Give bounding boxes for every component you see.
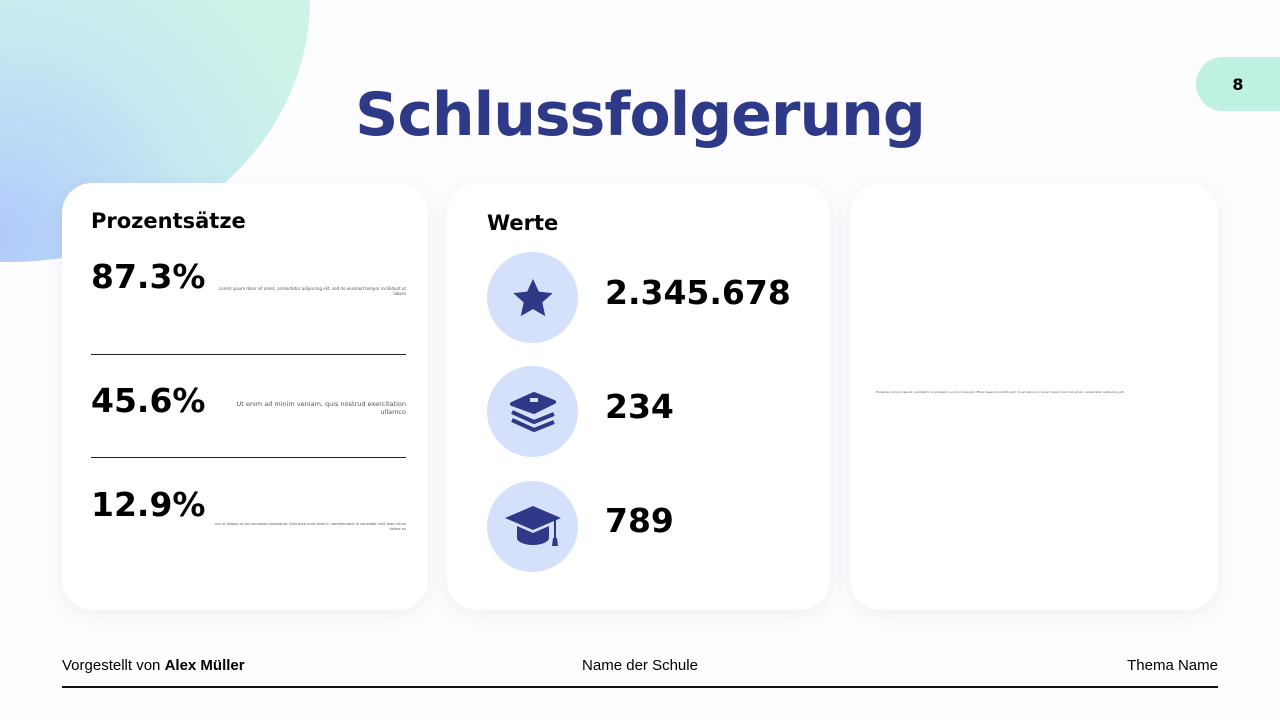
page-title: Schlussfolgerung (355, 80, 926, 150)
divider (91, 354, 406, 355)
percentage-value: 87.3% (91, 257, 206, 296)
divider (91, 457, 406, 458)
percentages-card: Prozentsätze 87.3% Lorem ipsum dolor sit… (62, 183, 428, 610)
panel-text: Excepteur sint occaecat cupidatat non pr… (876, 390, 1125, 394)
text-card: Excepteur sint occaecat cupidatat non pr… (850, 183, 1218, 610)
percentages-heading: Prozentsätze (91, 209, 246, 233)
graduation-cap-icon (504, 505, 561, 546)
school-name: Name der Schule (582, 657, 698, 674)
topic-name: Thema Name (1127, 657, 1218, 674)
books-icon-circle (487, 366, 578, 457)
presented-by-prefix: Vorgestellt von (62, 657, 165, 674)
star-icon-circle (487, 252, 578, 343)
footer-divider (62, 686, 1218, 688)
star-icon (512, 278, 553, 316)
percentage-description: nisi ut aliquip ex ea commodo consequat.… (214, 522, 406, 531)
value-number: 2.345.678 (605, 273, 791, 312)
books-icon (509, 391, 556, 432)
values-card: Werte 2.345.678 234 789 (447, 183, 830, 610)
page-number: 8 (1196, 57, 1280, 111)
value-number: 789 (605, 501, 674, 540)
presenter-name: Alex Müller (164, 657, 245, 674)
values-heading: Werte (487, 211, 559, 235)
graduation-cap-icon-circle (487, 481, 578, 572)
value-number: 234 (605, 387, 674, 426)
presenter-label: Vorgestellt von Alex Müller (62, 657, 245, 674)
percentage-value: 12.9% (91, 485, 206, 524)
percentage-value: 45.6% (91, 381, 206, 420)
percentage-description: Lorem ipsum dolor sit amet, consectetur … (219, 286, 406, 297)
percentage-description: Ut enim ad minim veniam, quis nostrud ex… (236, 400, 407, 417)
